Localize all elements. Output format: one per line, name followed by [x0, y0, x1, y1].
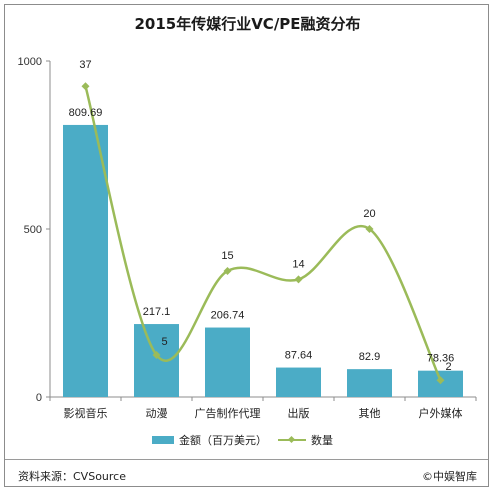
- legend-label-bar: 金额（百万美元）: [179, 434, 267, 447]
- line-series-path: [84, 85, 442, 381]
- line-value-label: 2: [446, 361, 452, 373]
- legend-swatch-bar: [152, 436, 174, 444]
- brand-credit: ©中娱智库: [422, 470, 477, 483]
- line-point-marker: [365, 225, 374, 233]
- bar-value-label: 78.36: [427, 353, 455, 365]
- legend-label-line: 数量: [311, 434, 333, 447]
- footer-divider: [5, 459, 488, 460]
- x-category-label: 出版: [288, 406, 310, 420]
- x-category-label: 广告制作代理: [195, 407, 261, 420]
- line-point-marker: [436, 376, 445, 385]
- bar: [347, 369, 392, 397]
- x-category-label: 户外媒体: [419, 406, 463, 420]
- bar-value-label: 217.1: [143, 306, 171, 318]
- legend-item-line: 数量: [278, 432, 333, 448]
- line-point-marker: [294, 275, 303, 284]
- line-value-label: 37: [79, 59, 91, 71]
- y-tick-label: 0: [36, 392, 42, 404]
- line-value-label: 5: [162, 336, 168, 348]
- source-note: 资料来源：CVSource: [18, 470, 126, 483]
- line-value-label: 14: [292, 258, 304, 270]
- bar: [134, 324, 179, 397]
- x-category-label: 其他: [359, 407, 381, 420]
- chart-legend: 金额（百万美元） 数量: [0, 432, 495, 448]
- bar: [276, 367, 321, 397]
- legend-swatch-line: [278, 435, 306, 445]
- bar-value-label: 82.9: [359, 351, 380, 363]
- line-value-label: 15: [221, 250, 233, 262]
- line-point-marker: [152, 351, 161, 359]
- bar-value-label: 206.74: [211, 310, 245, 322]
- line-value-label: 20: [363, 208, 375, 220]
- line-point-marker: [81, 82, 90, 91]
- legend-item-bar: 金额（百万美元）: [152, 432, 267, 448]
- y-tick-label: 500: [24, 224, 42, 236]
- bar-value-label: 809.69: [69, 107, 103, 119]
- line-point-marker: [223, 267, 232, 275]
- bar: [63, 124, 108, 398]
- chart-title: 2015年传媒行业VC/PE融资分布: [134, 15, 361, 33]
- bar-value-label: 87.64: [285, 350, 313, 362]
- x-category-label: 动漫: [146, 406, 168, 420]
- bar: [205, 327, 250, 397]
- x-category-label: 影视音乐: [64, 406, 108, 420]
- y-tick-label: 1000: [18, 56, 42, 68]
